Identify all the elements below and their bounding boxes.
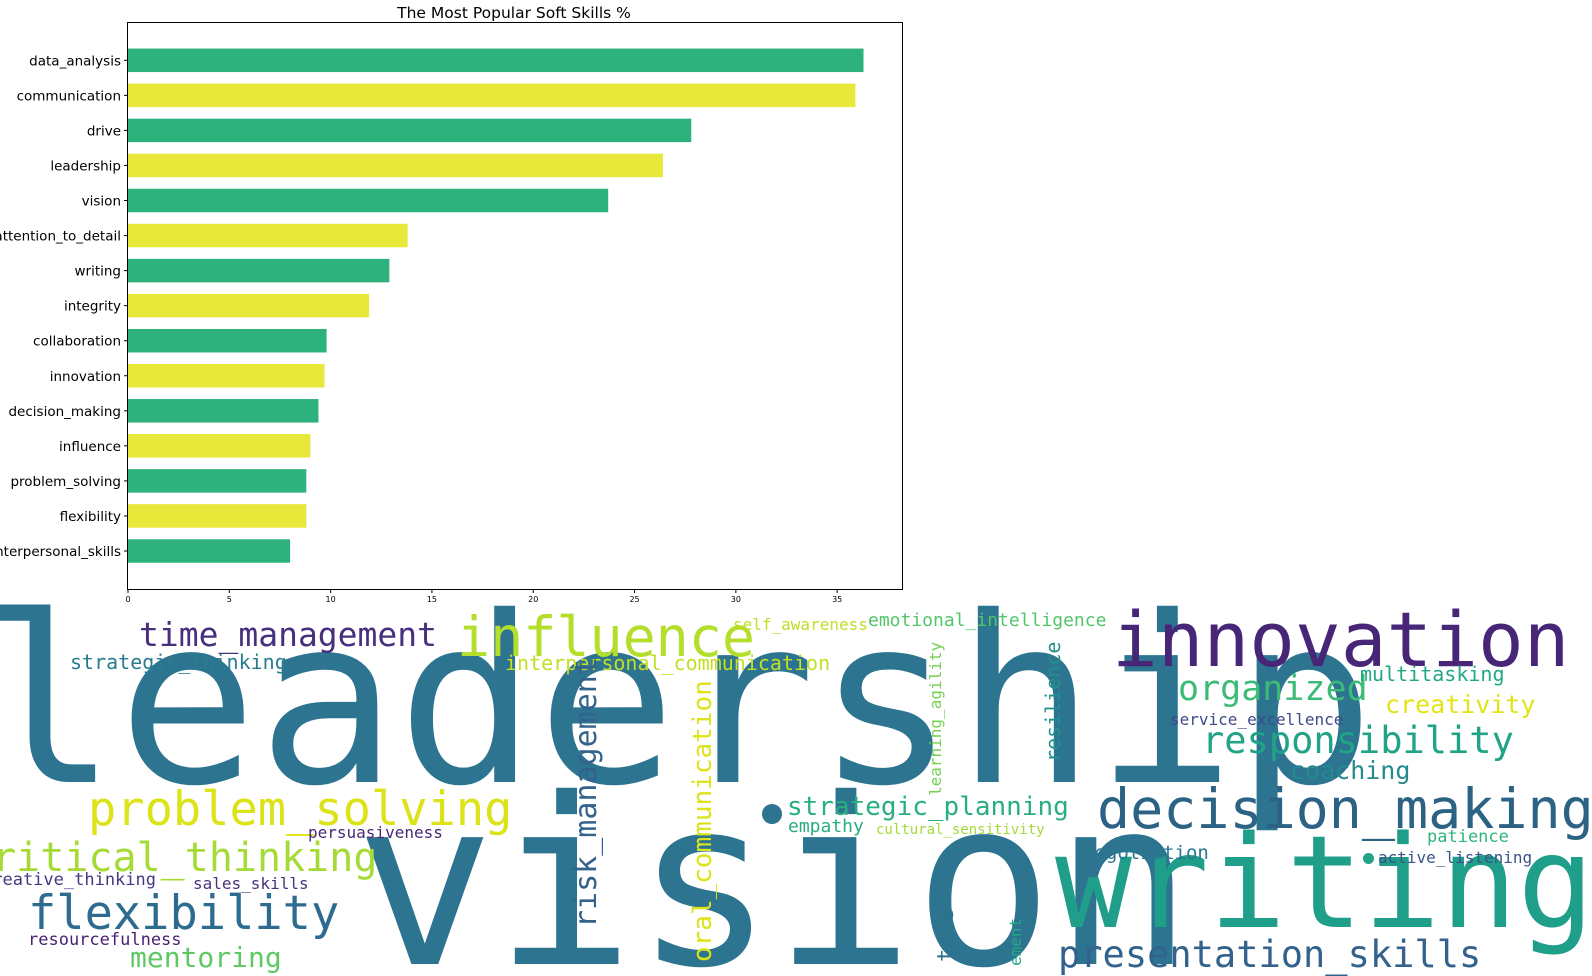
y-tick-label-influence: influence: [59, 439, 121, 455]
cloud-word-interpersonal_communication: interpersonal_communication: [505, 651, 831, 675]
bar-writing: [128, 258, 390, 283]
cloud-word-influence: influence: [457, 605, 756, 669]
cloud-word-resourcefulness: resourcefulness: [28, 930, 182, 950]
cloud-word-service_excellence: service_excellence: [1170, 710, 1344, 729]
y-tick-label-attention_to_detail: attention_to_detail: [0, 229, 121, 245]
y-tick-label-vision: vision: [82, 194, 121, 210]
cloud-word-negotiation: negotiation: [1083, 842, 1209, 864]
cloud-word-persuasiveness: persuasiveness: [308, 823, 443, 842]
cloud-word-innovation: innovation: [1112, 600, 1570, 684]
bars-group: [128, 48, 864, 563]
bar-flexibility: [128, 504, 307, 528]
y-tick-label-interpersonal_skills: interpersonal_skills: [0, 544, 121, 560]
bar-data_analysis: [128, 48, 864, 73]
bar-collaboration: [128, 328, 327, 353]
x-tick-label-10: 10: [326, 595, 336, 604]
bar-interpersonal_skills: [128, 539, 291, 563]
cloud-word-tude: tude: [934, 909, 959, 962]
cloud-word-sales_skills: sales_skills: [193, 874, 309, 893]
cloud-word-self_awareness: self_awareness: [733, 615, 868, 634]
cloud-word-time_management: time_management: [139, 615, 438, 654]
chart-title: The Most Popular Soft Skills %: [396, 4, 631, 22]
y-tick-label-integrity: integrity: [64, 299, 121, 315]
cloud-word-oral_communication: oral_communication: [688, 680, 718, 962]
y-tick-label-drive: drive: [87, 123, 121, 139]
cloud-word-resilience: resilience: [1041, 641, 1065, 762]
y-tick-label-problem_solving: problem_solving: [10, 474, 121, 490]
x-tick-label-15: 15: [427, 595, 437, 604]
bar-leadership: [128, 153, 663, 178]
bar-chart: The Most Popular Soft Skills % data_anal…: [0, 4, 903, 604]
cloud-word-strategic_thinking: strategic_thinking: [70, 650, 287, 674]
cloud-word-coaching: coaching: [1290, 756, 1411, 785]
y-tick-label-innovation: innovation: [50, 369, 121, 385]
cloud-word-flexibility: flexibility: [28, 886, 340, 941]
bar-drive: [128, 118, 692, 143]
cloud-word-creative_thinking: creative_thinking: [0, 870, 156, 890]
y-tick-label-communication: communication: [17, 88, 121, 104]
word-cloud: leadership vision writing innovation dec…: [0, 600, 1592, 976]
cloud-word-ement: ement: [1006, 917, 1025, 966]
y-tick-label-writing: writing: [74, 264, 121, 280]
cloud-word-writing: writing: [1055, 809, 1592, 958]
bar-communication: [128, 83, 856, 108]
x-tick-label-5: 5: [227, 595, 232, 604]
cloud-word-risk_management: risk_management: [569, 657, 604, 928]
cloud-word-strategic_planning: strategic_planning: [787, 792, 1069, 822]
x-tick-label-0: 0: [125, 595, 130, 604]
bar-attention_to_detail: [128, 223, 408, 248]
cloud-word-emotional_intelligence: emotional_intelligence: [868, 610, 1107, 631]
cloud-word-learning_agility: learning_agility: [926, 641, 945, 796]
cloud-word-empathy: empathy: [788, 816, 864, 837]
x-tick-label-30: 30: [731, 595, 741, 604]
bar-vision: [128, 188, 609, 213]
y-tick-labels: data_analysis communication drive leadershi…: [0, 53, 128, 560]
bar-problem_solving: [128, 469, 307, 493]
x-tick-label-25: 25: [629, 595, 639, 604]
y-tick-label-leadership: leadership: [50, 158, 121, 174]
y-tick-label-data_analysis: data_analysis: [29, 53, 121, 69]
cloud-word-active_listening: active_listening: [1378, 848, 1533, 867]
cloud-dot: [762, 804, 782, 824]
cloud-word-organized: organized: [1178, 669, 1368, 709]
cloud-word-leadership: leadership: [0, 600, 1375, 837]
y-tick-label-collaboration: collaboration: [33, 334, 121, 350]
x-tick-label-20: 20: [528, 595, 538, 604]
cloud-word-presentation_skills: presentation_skills: [1058, 933, 1482, 976]
y-tick-label-flexibility: flexibility: [60, 509, 121, 525]
y-tick-label-decision_making: decision_making: [8, 404, 121, 420]
cloud-word-problem_solving: problem_solving: [88, 782, 513, 837]
bar-influence: [128, 434, 311, 458]
cloud-word-multitasking: multitasking: [1360, 662, 1505, 686]
cloud-dot: [1363, 853, 1374, 864]
bar-integrity: [128, 293, 370, 318]
cloud-word-cultural_sensitivity: cultural_sensitivity: [876, 822, 1045, 838]
cloud-word-decision_making: decision_making: [1097, 777, 1592, 841]
x-tick-labels: 0 5 10 15 20 25 30 35: [125, 589, 842, 604]
cloud-word-creativity: creativity: [1385, 690, 1536, 719]
cloud-word-responsibility: responsibility: [1202, 719, 1514, 762]
cloud-word-mentoring: mentoring: [130, 941, 282, 974]
x-tick-label-35: 35: [832, 595, 842, 604]
cloud-word-patience: patience: [1427, 827, 1509, 847]
cloud-word-critical_thinking: critical_thinking: [0, 835, 378, 881]
cloud-word-vision: vision: [355, 749, 1194, 976]
bar-decision_making: [128, 399, 319, 423]
bar-innovation: [128, 364, 325, 388]
